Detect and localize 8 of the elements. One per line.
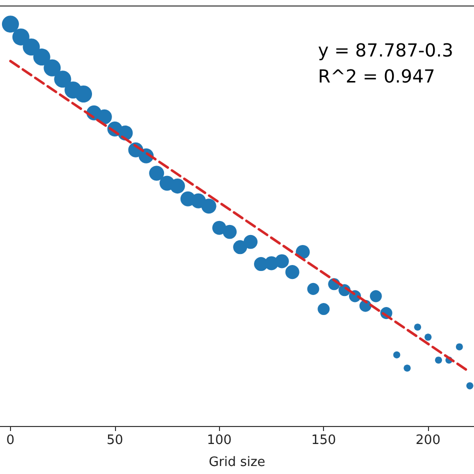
x-tick-label: 150 <box>311 433 336 448</box>
x-tick-label: 0 <box>6 433 15 448</box>
x-tick-label: 100 <box>206 433 232 448</box>
x-axis-title: Grid size <box>208 455 266 470</box>
annotation: R^2 = 0.947 <box>318 66 436 88</box>
x-tick-label: 200 <box>416 433 440 448</box>
x-tick-label: 50 <box>106 433 124 448</box>
annotation: y = 87.787-0.3 <box>318 40 454 62</box>
